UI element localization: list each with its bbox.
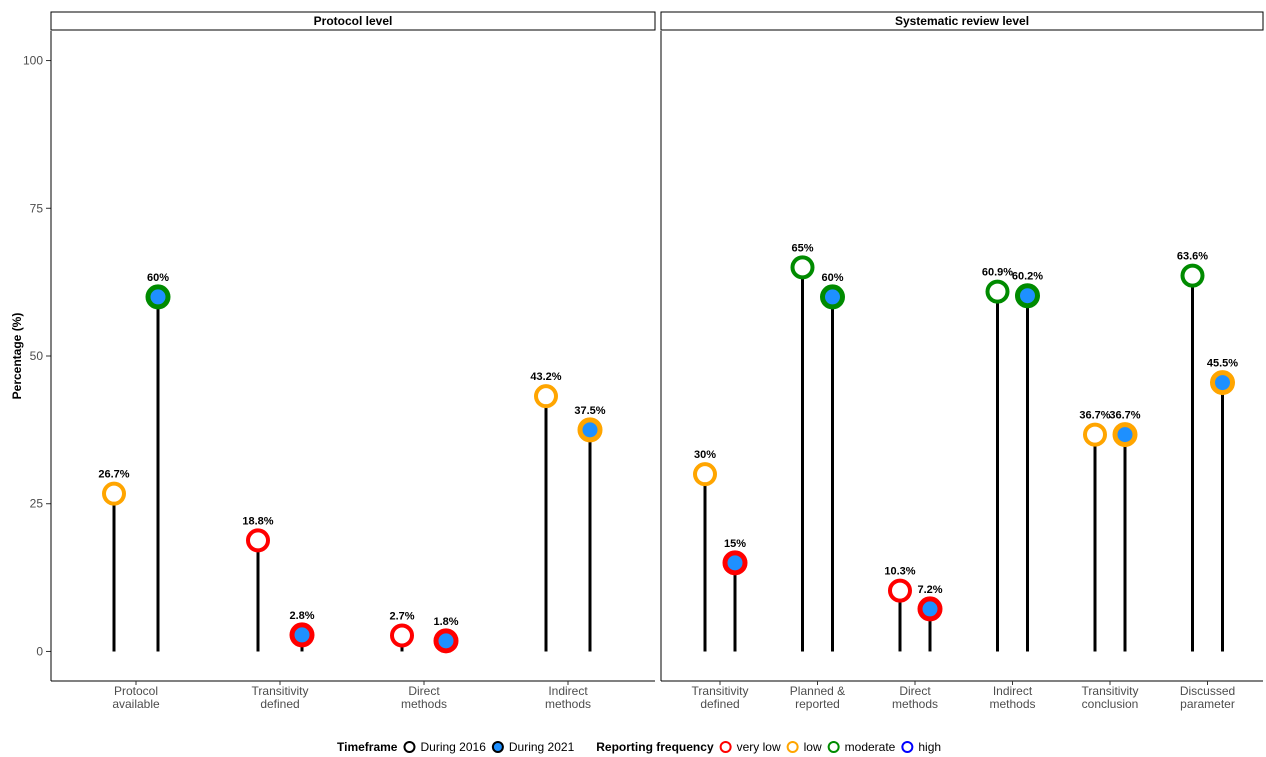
panel-title: Systematic review level: [895, 14, 1029, 28]
data-label: 7.2%: [917, 584, 942, 596]
data-label: 2.7%: [389, 611, 414, 623]
y-tick-label: 100: [23, 54, 43, 68]
legend-frequency-title: Reporting frequency: [596, 740, 714, 754]
legend-key-2021: [491, 741, 504, 753]
data-label: 65%: [791, 242, 813, 254]
panel-strip: [660, 11, 1264, 31]
point-2016: [1083, 422, 1107, 447]
point-2016: [693, 462, 717, 487]
data-label: 60.9%: [982, 267, 1013, 279]
data-label: 60%: [821, 272, 843, 284]
point-2016: [790, 255, 815, 280]
data-label: 18.8%: [242, 515, 273, 527]
legend-key-very-low: [719, 741, 732, 753]
point-2021: [433, 628, 459, 654]
x-tick-label: Transitivity defined: [252, 684, 309, 711]
data-label: 37.5%: [574, 405, 605, 417]
point-2021: [1112, 422, 1138, 448]
x-tick-label: Indirect methods: [989, 684, 1035, 711]
legend-key-low: [786, 741, 799, 753]
point-2016: [534, 384, 558, 409]
point-2021: [145, 284, 171, 310]
y-tick-label: 25: [30, 497, 44, 511]
data-label: 1.8%: [433, 616, 458, 628]
data-label: 63.6%: [1177, 251, 1208, 263]
legend-item-label: low: [804, 740, 822, 754]
x-tick-label: Transitivity conclusion: [1082, 684, 1139, 711]
data-label: 10.3%: [884, 566, 915, 578]
data-label: 2.8%: [289, 610, 314, 622]
data-label: 30%: [694, 449, 716, 461]
y-tick-label: 0: [36, 644, 43, 658]
point-2021: [917, 596, 943, 622]
x-tick-label: Discussed parameter: [1180, 684, 1235, 711]
legend-item-label: high: [918, 740, 941, 754]
panel-strip: [50, 11, 656, 31]
point-2016: [102, 481, 126, 506]
point-2021: [820, 284, 845, 310]
y-tick-label: 50: [30, 349, 44, 363]
x-tick-label: Planned & reported: [790, 684, 845, 711]
panel-1: Systematic review level Transitivity defin…: [660, 11, 1264, 711]
point-2021: [1210, 370, 1235, 396]
data-label: 36.7%: [1079, 410, 1110, 422]
y-axis-title: Percentage (%): [10, 313, 24, 400]
point-2021: [577, 417, 603, 443]
x-tick-label: Protocol available: [112, 684, 160, 711]
legend-item-label: During 2021: [509, 740, 575, 754]
data-label: 60.2%: [1012, 271, 1043, 283]
legend-item-label: During 2016: [420, 740, 486, 754]
x-tick-label: Direct methods: [401, 684, 447, 711]
data-label: 45.5%: [1207, 358, 1238, 370]
data-label: 43.2%: [530, 371, 561, 383]
data-label: 36.7%: [1109, 410, 1140, 422]
point-2021: [1015, 283, 1040, 309]
data-label: 26.7%: [98, 469, 129, 481]
point-2016: [390, 623, 414, 648]
legend: Timeframe During 2016 During 2021 Reporting…: [337, 740, 941, 754]
x-tick-label: Indirect methods: [545, 684, 591, 711]
legend-key-2016: [403, 741, 416, 753]
point-2016: [246, 528, 270, 553]
panels: 0 25 50 75 100 Protocol level Protocol availabl…: [23, 11, 1264, 711]
y-tick-label: 75: [30, 201, 44, 215]
data-label: 15%: [724, 538, 746, 550]
legend-key-moderate: [827, 741, 840, 753]
x-tick-label: Transitivity defined: [692, 684, 749, 711]
panel-title: Protocol level: [314, 14, 393, 28]
panel-0: Protocol level Protocol available 26.7% 60% T…: [50, 11, 656, 711]
legend-timeframe-title: Timeframe: [337, 740, 398, 754]
point-2021: [289, 622, 315, 648]
point-2016: [888, 578, 912, 603]
legend-key-high: [901, 741, 914, 753]
legend-item-label: very low: [737, 740, 781, 754]
x-tick-label: Direct methods: [892, 684, 938, 711]
point-2016: [985, 279, 1010, 304]
legend-item-label: moderate: [845, 740, 896, 754]
data-label: 60%: [147, 272, 169, 284]
y-axis: 0 25 50 75 100: [23, 54, 51, 658]
point-2016: [1180, 263, 1205, 288]
point-2021: [722, 550, 748, 576]
